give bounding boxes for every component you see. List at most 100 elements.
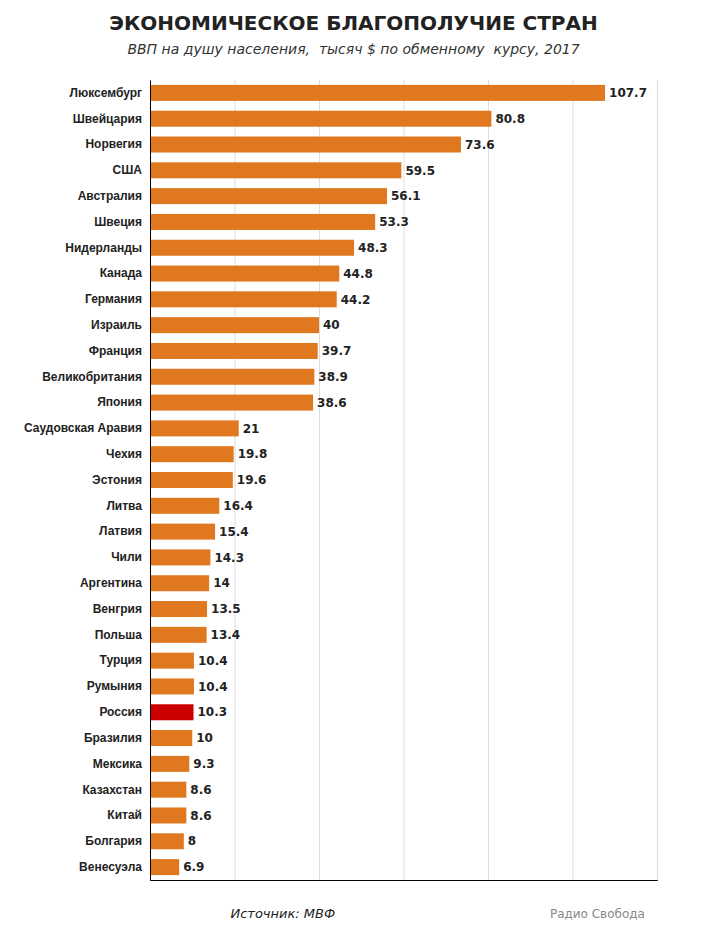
y-tick: Чехия	[106, 447, 150, 461]
y-tick: Великобритания	[42, 370, 150, 384]
bar	[150, 756, 189, 772]
y-tick: Румыния	[87, 679, 150, 693]
y-tick-label: Турция	[100, 653, 142, 667]
y-tick-label: Чили	[111, 550, 142, 564]
y-tick-label: Аргентина	[80, 576, 142, 590]
data-label: 14.3	[214, 551, 244, 565]
bar	[150, 369, 314, 385]
bars	[150, 85, 605, 875]
data-label: 19.6	[237, 473, 267, 487]
y-tick-label: Литва	[106, 499, 142, 513]
y-tick-label: Чехия	[106, 447, 142, 461]
y-tick: Польша	[95, 628, 150, 642]
y-tick-label: Польша	[95, 628, 143, 642]
bar	[150, 627, 207, 643]
data-label: 15.4	[219, 525, 249, 539]
y-tick-label: Румыния	[87, 679, 142, 693]
data-label: 10	[196, 731, 213, 745]
bar	[150, 446, 234, 462]
data-label: 13.5	[211, 602, 241, 616]
data-label: 80.8	[495, 112, 525, 126]
data-labels: 107.780.873.659.556.153.348.344.844.2403…	[183, 86, 647, 874]
y-tick-label: Бразилия	[84, 731, 142, 745]
x-tick	[488, 80, 489, 880]
y-tick: Мексика	[93, 757, 150, 771]
y-tick-label: США	[113, 163, 143, 177]
y-axis: ЛюксембургШвейцарияНорвегияСШААвстралияШ…	[24, 81, 151, 881]
y-tick-label: Мексика	[93, 757, 143, 771]
data-label: 8.6	[190, 783, 211, 797]
y-tick-label: Франция	[89, 344, 142, 358]
bar	[150, 240, 354, 256]
data-label: 21	[243, 422, 260, 436]
bar	[150, 601, 207, 617]
bar	[150, 395, 313, 411]
bar	[150, 524, 215, 540]
y-tick: Австралия	[78, 189, 150, 203]
data-label: 13.4	[211, 628, 241, 642]
y-tick-label: Болгария	[85, 834, 142, 848]
data-label: 107.7	[609, 86, 647, 100]
data-label: 44.8	[343, 267, 373, 281]
y-tick-label: Япония	[97, 395, 142, 409]
y-tick: Турция	[100, 653, 150, 667]
bar	[150, 704, 194, 720]
bar	[150, 137, 461, 153]
y-tick: Аргентина	[80, 576, 150, 590]
y-tick-label: Саудовская Аравия	[24, 421, 142, 435]
subtitle: ВВП на душу населения, тысяч $ по обменн…	[127, 41, 579, 57]
data-label: 53.3	[379, 215, 409, 229]
y-tick: Япония	[97, 395, 150, 409]
y-tick-label: Израиль	[91, 318, 142, 332]
bar	[150, 730, 192, 746]
y-tick-label: Венесуэла	[79, 860, 142, 874]
y-tick: Россия	[99, 705, 150, 719]
data-label: 6.9	[183, 860, 204, 874]
y-tick: Германия	[85, 292, 150, 306]
data-label: 9.3	[193, 757, 214, 771]
data-label: 10.4	[198, 654, 228, 668]
y-tick: Бразилия	[84, 731, 150, 745]
data-label: 10.3	[198, 705, 228, 719]
bar	[150, 162, 401, 178]
y-tick-label: Швеция	[94, 215, 142, 229]
bar	[150, 833, 184, 849]
y-tick: Нидерланды	[65, 241, 150, 255]
data-label: 8	[188, 834, 196, 848]
x-axis-line	[151, 80, 658, 881]
data-label: 38.9	[318, 370, 348, 384]
y-tick: Болгария	[85, 834, 150, 848]
bar	[150, 188, 387, 204]
y-tick-label: Китай	[107, 808, 142, 822]
bar	[150, 111, 491, 127]
y-tick: Швеция	[94, 215, 150, 229]
y-tick-label: Люксембург	[69, 86, 142, 100]
data-label: 8.6	[190, 809, 211, 823]
annotation: Радио Свобода	[550, 907, 645, 921]
bar	[150, 678, 194, 694]
y-tick: США	[113, 163, 150, 177]
data-label: 40	[323, 318, 340, 332]
data-label: 59.5	[405, 164, 435, 178]
data-label: 10.4	[198, 680, 228, 694]
bar	[150, 85, 605, 101]
y-tick: Израиль	[91, 318, 150, 332]
y-tick-label: Латвия	[99, 524, 142, 538]
y-tick-label: Норвегия	[85, 137, 142, 151]
bar	[150, 343, 318, 359]
bar	[150, 214, 375, 230]
annotations: Источник: МВФРадио Свобода	[230, 906, 644, 921]
bar	[150, 782, 186, 798]
y-tick: Латвия	[99, 524, 150, 538]
y-tick-label: Великобритания	[42, 370, 142, 384]
grid-line	[573, 80, 574, 880]
bar	[150, 266, 339, 282]
grid-line	[488, 80, 489, 880]
data-label: 14	[213, 576, 230, 590]
data-label: 48.3	[358, 241, 388, 255]
y-tick-label: Казахстан	[82, 783, 142, 797]
bar	[150, 420, 239, 436]
y-tick: Венгрия	[93, 602, 150, 616]
grid-line	[657, 80, 658, 880]
y-tick-label: Нидерланды	[65, 241, 142, 255]
